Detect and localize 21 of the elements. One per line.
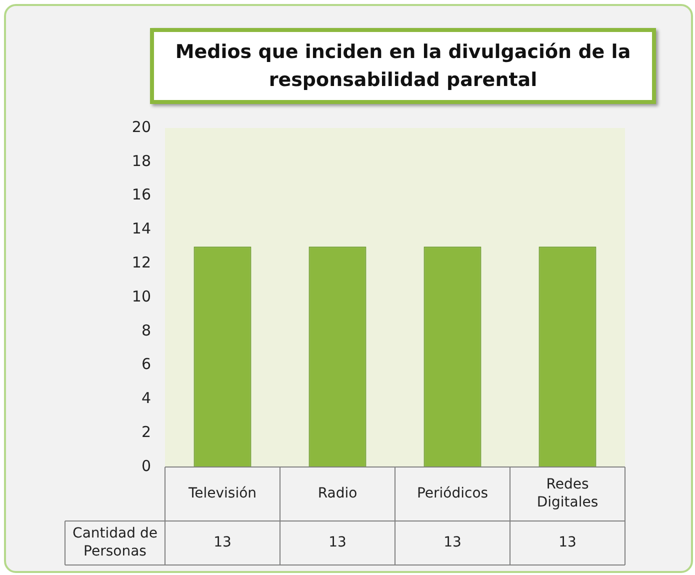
y-tick-label: 12 bbox=[132, 253, 151, 272]
chart-title: Medios que inciden en la divulgación de la responsabilidad parental bbox=[150, 28, 656, 104]
data-label: 13 bbox=[214, 534, 232, 551]
y-tick-label: 20 bbox=[132, 118, 151, 136]
x-tick-label: Redes Digitales bbox=[536, 476, 598, 511]
y-tick-label: 4 bbox=[141, 389, 151, 408]
y-tick-label: 18 bbox=[132, 152, 151, 170]
y-tick-label: 2 bbox=[141, 422, 151, 441]
x-tick-label: Periódicos bbox=[416, 486, 488, 502]
text: Cantidad de Personas bbox=[72, 526, 158, 560]
x-tick-label: Televisión bbox=[187, 486, 257, 502]
data-label: 13 bbox=[328, 534, 346, 551]
data-label: 13 bbox=[558, 534, 576, 551]
y-tick-label: 14 bbox=[132, 220, 151, 238]
y-tick-label: 10 bbox=[132, 287, 151, 306]
data-label: 13 bbox=[444, 534, 462, 551]
x-tick-label: Radio bbox=[318, 486, 358, 502]
y-tick-label: 8 bbox=[141, 321, 151, 340]
y-tick-label: 0 bbox=[141, 456, 151, 475]
y-tick-label: 16 bbox=[132, 186, 151, 204]
y-tick-label: 6 bbox=[141, 355, 151, 374]
